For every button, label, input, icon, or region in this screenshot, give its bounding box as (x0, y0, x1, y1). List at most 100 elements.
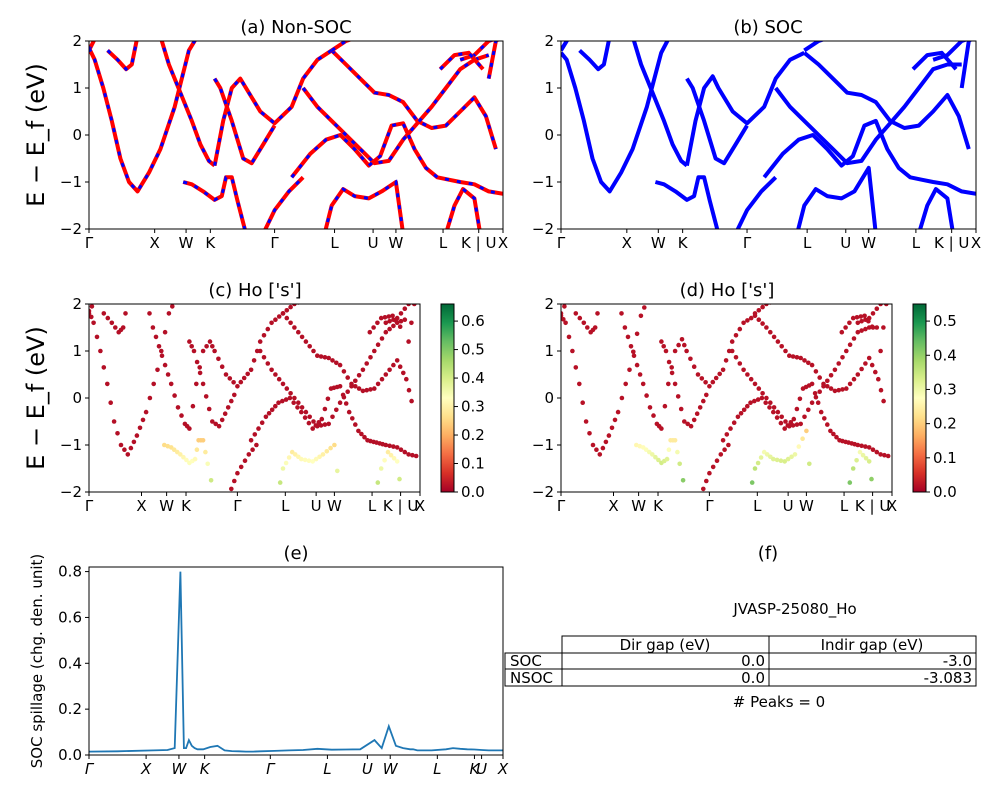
band-line (212, 48, 333, 166)
band-point (284, 386, 290, 391)
band-point (764, 395, 769, 401)
band-point (194, 359, 200, 365)
panel-c-plot (89, 304, 419, 492)
band-point (203, 394, 209, 399)
band-point (783, 419, 788, 424)
band-point (656, 457, 661, 463)
band-point (790, 354, 796, 359)
band-point (283, 460, 289, 466)
band-point (345, 389, 351, 395)
band-point (792, 452, 798, 457)
band-point (561, 313, 564, 319)
band-point (763, 400, 768, 406)
band-line-dash (445, 186, 481, 229)
band-point (562, 304, 567, 309)
band-point (263, 414, 269, 420)
band-point (401, 370, 406, 376)
x-tick-label: L (912, 234, 921, 252)
band-point (334, 407, 339, 413)
band-point (350, 416, 355, 421)
band-point (809, 381, 815, 387)
band-line (735, 175, 778, 229)
band-point (840, 387, 845, 392)
band-point (322, 355, 328, 360)
band-point (91, 320, 96, 326)
band-point (859, 328, 864, 333)
y-tick-label: −2 (60, 483, 82, 501)
x-tick-label: Γ (705, 497, 714, 515)
band-point (561, 317, 566, 322)
band-point (343, 401, 349, 406)
band-point (627, 367, 632, 373)
band-point (651, 413, 656, 418)
band-point (413, 453, 419, 459)
band-point (337, 362, 343, 368)
band-point (140, 417, 146, 423)
band-point (764, 304, 769, 307)
band-point (156, 344, 162, 349)
band-point (222, 411, 228, 417)
table-cell: 0.0 (741, 669, 765, 687)
x-tick-label: X (140, 760, 152, 778)
band-point (850, 315, 856, 321)
band-point (261, 333, 267, 338)
y-tick-label: 1 (72, 342, 82, 360)
band-point (863, 456, 869, 461)
band-point (573, 365, 579, 370)
band-point (755, 460, 761, 466)
band-point (587, 431, 592, 436)
spillage-ylabel: SOC spillage (chg. den. unit) (28, 554, 46, 769)
band-point (325, 396, 331, 402)
band-point (210, 344, 215, 349)
axes-frame (88, 566, 504, 756)
band-point (360, 367, 366, 373)
band-point (368, 387, 373, 392)
band-point (280, 466, 286, 471)
x-tick-label: K (205, 234, 216, 252)
y-tick-label: 1 (544, 342, 554, 360)
band-point (874, 449, 880, 455)
panel-d-title: (d) Ho ['s'] (680, 280, 775, 301)
band-point (669, 365, 674, 370)
colorbar-d (912, 303, 927, 493)
band-point (737, 361, 743, 366)
band-point (108, 400, 113, 406)
x-tick-label: W (799, 497, 814, 515)
band-point (241, 375, 247, 381)
band-point (791, 416, 797, 422)
band-point (147, 311, 152, 316)
band-point (273, 372, 278, 377)
band-point (364, 361, 370, 366)
band-point (296, 329, 301, 335)
band-line (932, 41, 969, 62)
band-point (863, 361, 868, 366)
band-point (854, 458, 859, 463)
band-point (194, 447, 200, 453)
band-point (402, 317, 408, 323)
x-tick-label: Γ (270, 234, 279, 252)
band-point (775, 339, 781, 344)
band-point (168, 381, 174, 387)
band-point (748, 400, 753, 406)
band-point (383, 442, 389, 448)
x-tick-label: X (498, 234, 508, 252)
band-point (794, 406, 800, 412)
band-point (779, 414, 784, 420)
band-point (385, 449, 391, 455)
band-point (330, 358, 335, 363)
band-point (676, 342, 681, 348)
x-tick-label: U (840, 234, 851, 252)
band-point (322, 422, 328, 427)
y-tick-label: 0.6 (58, 608, 82, 626)
band-point (798, 421, 803, 427)
x-tick-label: Γ (743, 234, 752, 252)
table-footer: # Peaks = 0 (733, 693, 825, 711)
band-point (634, 442, 639, 448)
band-point (796, 444, 802, 449)
band-point (858, 314, 864, 319)
band-point (172, 393, 177, 398)
y-tick-label: 2 (72, 32, 82, 50)
band-point (771, 409, 776, 415)
band-point (159, 353, 165, 359)
band-point (661, 344, 666, 349)
